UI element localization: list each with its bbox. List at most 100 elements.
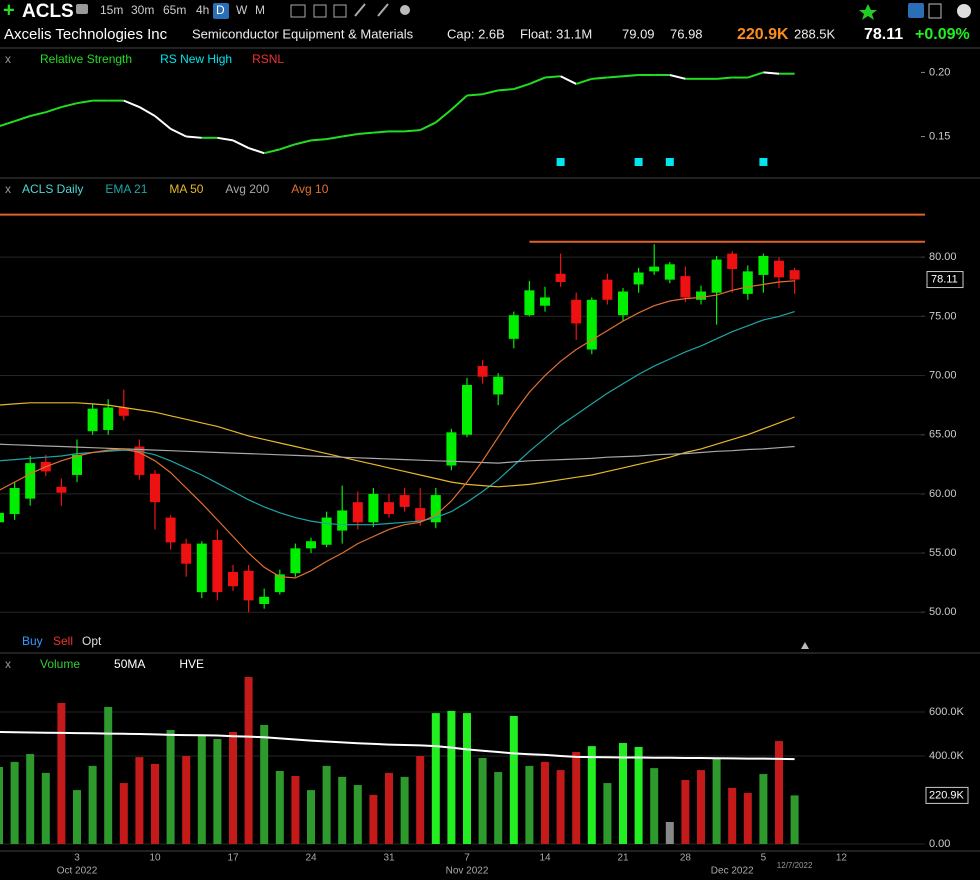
legend-entry[interactable]: Volume	[40, 657, 80, 671]
volume-bar	[260, 724, 269, 844]
candle-body	[306, 541, 316, 549]
timeframe[interactable]: 65m	[163, 3, 186, 17]
volume-bar	[712, 757, 721, 844]
legend-entry[interactable]: Relative Strength	[40, 52, 132, 66]
rs-line-segment	[138, 106, 156, 117]
last-price-box	[926, 271, 964, 289]
candle-body	[384, 502, 394, 515]
candle-body	[321, 517, 332, 545]
order-button[interactable]: Sell	[53, 634, 73, 648]
rs-line-segment	[342, 132, 358, 138]
rs-line-segment	[373, 130, 390, 134]
legend-entry[interactable]: Avg 200	[225, 182, 269, 196]
y-tick-label: 600.0K	[929, 706, 965, 718]
legend-entry[interactable]: MA 50	[169, 182, 203, 196]
timeframe[interactable]: M	[255, 3, 265, 17]
day-high: 79.09	[622, 26, 655, 41]
legend-entry[interactable]: 50MA	[114, 657, 145, 671]
icon[interactable]	[928, 3, 942, 19]
candle-body	[150, 473, 160, 503]
icon[interactable]	[290, 4, 306, 18]
volume-bar	[634, 746, 643, 844]
legend-entry[interactable]: RS New High	[160, 52, 232, 66]
candle-body	[696, 291, 706, 300]
rs-line-segment	[513, 83, 530, 91]
legend-entry[interactable]: EMA 21	[105, 182, 147, 196]
volume-bar	[541, 761, 549, 844]
close-button[interactable]: x	[5, 52, 11, 66]
y-tick-label: 75.00	[929, 310, 957, 322]
icon[interactable]	[859, 4, 877, 20]
market-cap: Cap: 2.6B	[447, 26, 505, 41]
volume-bar	[619, 743, 627, 844]
candle-body	[758, 255, 769, 275]
company-name: Axcelis Technologies Inc	[4, 26, 168, 43]
volume-bar	[697, 770, 705, 844]
rs-line-segment	[326, 135, 343, 141]
candle-body	[25, 463, 36, 499]
rs-line-segment	[29, 111, 47, 117]
rs-line-segment	[575, 77, 593, 85]
collapse-icon[interactable]	[801, 642, 809, 649]
rs-line-segment	[669, 74, 686, 80]
last-price-label: 78.11	[931, 273, 958, 285]
add-icon[interactable]: +	[3, 0, 15, 21]
rs-line-segment	[419, 121, 437, 132]
close-button[interactable]: x	[5, 182, 11, 196]
volume-bar	[665, 822, 674, 844]
timeframe[interactable]: W	[236, 3, 248, 17]
x-tick-label: 14	[539, 853, 551, 864]
rs-new-high-marker	[759, 158, 768, 166]
icon[interactable]	[313, 4, 327, 18]
rs-line-segment	[0, 120, 15, 127]
candle-body	[571, 299, 582, 324]
icon[interactable]	[354, 3, 366, 17]
cursor-date: 12/7/2022	[777, 861, 813, 870]
rs-line-segment	[622, 73, 639, 78]
order-button[interactable]: Buy	[22, 634, 43, 648]
volume-bar	[681, 779, 690, 844]
icon[interactable]	[957, 4, 971, 18]
volume-bar	[307, 790, 315, 844]
rs-line-segment	[747, 71, 764, 79]
icon[interactable]	[908, 3, 924, 18]
rs-line-segment	[123, 99, 140, 108]
symbol[interactable]: ACLS	[22, 1, 74, 22]
close-button[interactable]: x	[5, 657, 11, 671]
legend-entry[interactable]: Avg 10	[291, 182, 328, 196]
rs-new-high-marker	[665, 158, 674, 166]
order-button[interactable]: Opt	[82, 634, 102, 648]
icon[interactable]	[333, 4, 347, 18]
icon[interactable]	[400, 5, 410, 15]
rs-line-segment	[310, 138, 327, 142]
volume-bar	[135, 757, 144, 844]
timeframe[interactable]: 15m	[100, 3, 123, 17]
candle-body	[352, 502, 363, 523]
candle-body	[633, 272, 644, 285]
avg-volume: 288.5K	[794, 26, 836, 41]
candle-body	[134, 446, 145, 475]
timeframe[interactable]: 30m	[131, 3, 154, 17]
legend-entry[interactable]: HVE	[179, 657, 204, 671]
candle-body	[165, 517, 176, 543]
volume-bar	[587, 746, 596, 844]
legend-entry[interactable]: ACLS Daily	[22, 182, 83, 196]
volume-bar	[197, 735, 206, 844]
timeframe[interactable]: 4h	[196, 3, 209, 17]
rs-line-segment	[404, 129, 421, 133]
candle-body	[618, 291, 628, 316]
volume-bar	[166, 730, 175, 844]
volume-bar	[213, 739, 222, 844]
volume-bar	[151, 763, 159, 844]
legend-entry[interactable]: RSNL	[252, 52, 284, 66]
x-tick-label: 3	[74, 853, 80, 864]
icon[interactable]	[76, 4, 88, 14]
timeframe[interactable]: D	[216, 3, 225, 17]
candle-body	[555, 273, 566, 283]
icon[interactable]	[377, 3, 389, 17]
last-volume-label: 220.9K	[929, 789, 965, 801]
x-tick-label: 5	[761, 853, 767, 864]
y-tick-label: 0.15	[929, 130, 950, 142]
